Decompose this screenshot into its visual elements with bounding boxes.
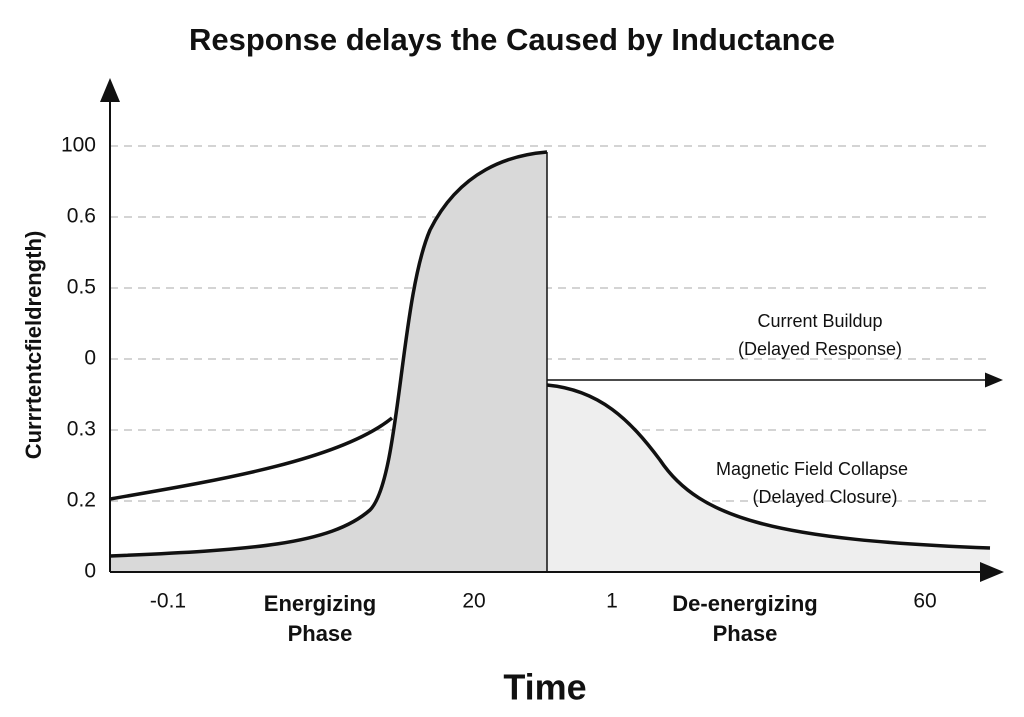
x-axis-label: Time [503, 667, 586, 708]
energizing-area [110, 152, 547, 572]
y-tick-label: 0.2 [67, 489, 96, 512]
buildup-curve [109, 416, 394, 501]
deenergizing-area [547, 385, 990, 572]
y-tick-label: 0.6 [67, 205, 96, 228]
y-tick-label: 0.3 [67, 418, 96, 441]
phase-label: De-energizing [672, 591, 817, 616]
y-tick-label: 0 [84, 347, 96, 370]
annotation: (Delayed Response) [738, 339, 902, 359]
current-curve [109, 150, 548, 558]
x-tick-label: 60 [913, 590, 936, 613]
phase-label: Energizing [264, 591, 376, 616]
annotation: Current Buildup [757, 311, 882, 331]
annotation: (Delayed Closure) [752, 487, 897, 507]
x-tick-label: -0.1 [150, 590, 186, 613]
annotation: Magnetic Field Collapse [716, 459, 908, 479]
y-tick-label: 100 [61, 134, 96, 157]
y-ticks: 100 0.6 0.5 0 0.3 0.2 0 [61, 134, 96, 583]
x-tick-label: 1 [606, 590, 618, 613]
y-tick-label: 0 [84, 560, 96, 583]
title: Response delays the Caused by Inductance [189, 22, 835, 57]
y-tick-label: 0.5 [67, 276, 96, 299]
phase-label: Phase [288, 621, 353, 646]
y-axis-label: Currrtentcfieldrength) [21, 231, 46, 460]
x-ticks: -0.1 20 1 60 [150, 590, 937, 613]
collapse-curve [546, 383, 991, 550]
phase-label: Phase [713, 621, 778, 646]
x-tick-label: 20 [462, 590, 485, 613]
